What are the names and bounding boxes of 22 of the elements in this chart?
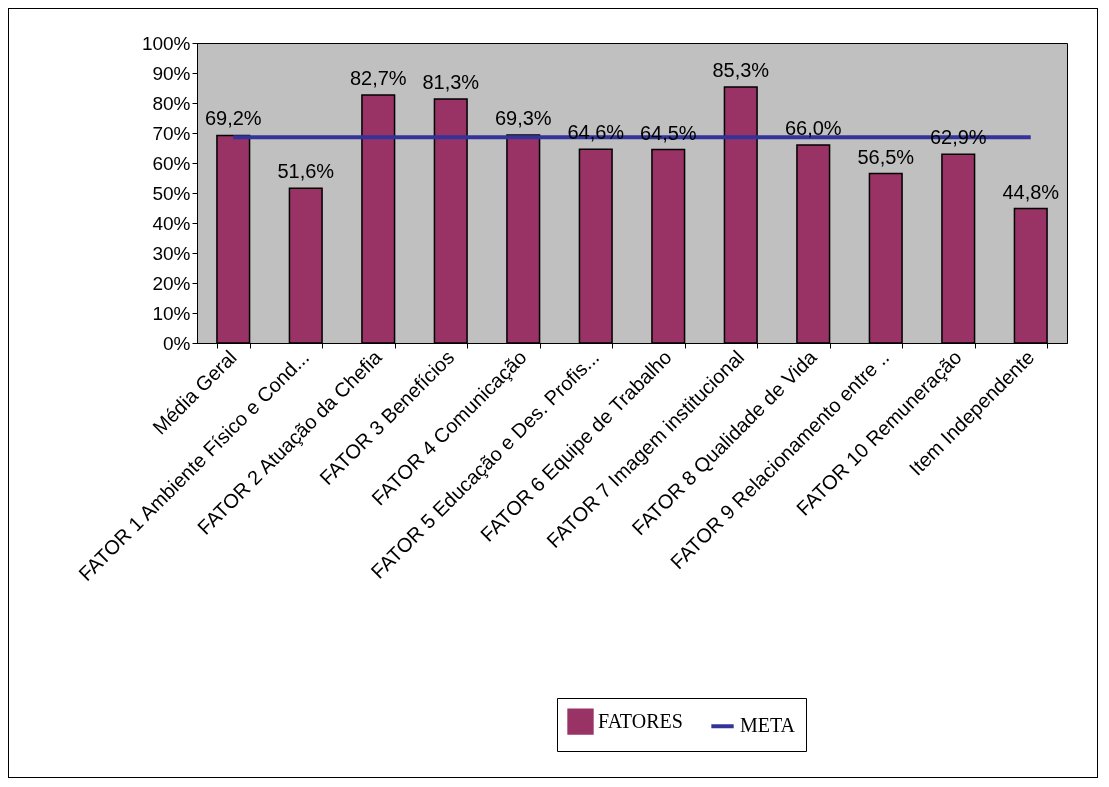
data-label: 51,6% (277, 160, 335, 183)
data-label: 69,2% (204, 107, 262, 130)
legend-label: META (740, 714, 796, 737)
y-tick-label: 40% (152, 212, 191, 234)
data-label: 69,3% (494, 107, 552, 130)
data-label: 82,7% (349, 66, 407, 89)
y-tick-label: 80% (152, 92, 191, 114)
data-label: 85,3% (712, 59, 770, 82)
y-tick-label: 70% (152, 122, 191, 144)
data-label: 56,5% (857, 145, 915, 168)
data-label: 81,3% (422, 71, 480, 94)
y-tick-label: 0% (163, 332, 191, 354)
y-tick-label: 20% (152, 272, 191, 294)
y-tick-label: 10% (152, 302, 191, 324)
data-label: 44,8% (1002, 180, 1060, 203)
y-tick-label: 30% (152, 242, 191, 264)
legend-label: FATORES (598, 709, 683, 732)
data-label: 66,0% (784, 117, 842, 139)
y-tick-label: 90% (152, 62, 191, 84)
y-tick-label: 60% (152, 152, 191, 174)
y-tick-label: 50% (152, 182, 191, 204)
y-tick-label: 100% (141, 32, 191, 54)
